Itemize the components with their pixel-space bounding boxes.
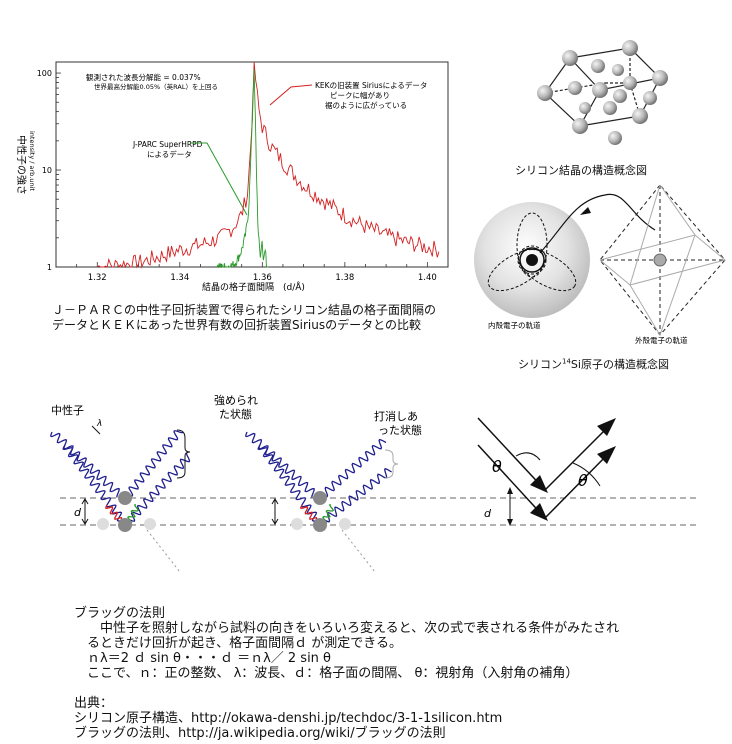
data-series bbox=[97, 61, 440, 269]
wave-path bbox=[245, 431, 315, 498]
crystal-structure bbox=[537, 40, 668, 145]
silicon-atoms bbox=[537, 40, 668, 145]
y-tick-label: 10 bbox=[42, 166, 52, 175]
bragg-geometry bbox=[477, 417, 613, 523]
kek-pointer bbox=[269, 84, 313, 106]
x-tick-label: 1.34 bbox=[170, 273, 189, 283]
wave-path bbox=[50, 431, 120, 498]
wave-path bbox=[127, 430, 183, 497]
resolution-text-1: 観測された波長分解能 = 0.037% bbox=[86, 72, 201, 82]
y-tick-label: 1 bbox=[47, 263, 52, 272]
axis-ticks bbox=[55, 72, 449, 268]
wave-path bbox=[105, 504, 123, 525]
bragg-definitions: ここで、ｎ：正の整数、 λ：波長、ｄ：格子面の間隔、 θ：視射角（入射角の補角） bbox=[74, 666, 579, 681]
y-tick-labels: 100 10 1 bbox=[37, 69, 52, 272]
y-axis-sublabel: intensity / arb.unit bbox=[28, 131, 36, 191]
chart-caption-1: Ｊ－ＰＡＲＣの中性子回折装置で得られたシリコン結晶の格子面間隔の bbox=[52, 303, 437, 317]
atom-structure: 内殻電子の軌道 外殻電子の軌道 bbox=[474, 185, 727, 345]
crystal-label: シリコン結晶の構造概念図 bbox=[515, 164, 647, 177]
lattice-atoms bbox=[97, 491, 351, 532]
y-tick-label: 100 bbox=[37, 69, 52, 78]
bragg-text-2: るときだけ回折が起き、格子面間隔ｄ が測定できる。 bbox=[74, 636, 402, 651]
atomic-number: 14 bbox=[562, 357, 571, 366]
series-line-2 bbox=[216, 68, 269, 269]
chart-caption-2: データとＫＥＫにあった世界有数の回折装置Siriusのデータとの比較 bbox=[52, 318, 421, 332]
x-tick-label: 1.32 bbox=[88, 273, 107, 283]
x-tick-label: 1.36 bbox=[253, 273, 272, 283]
resolution-text-2: 世界最高分解能0.05%（英RAL）を上回る bbox=[94, 82, 218, 91]
spacing-symbol-1: d bbox=[74, 506, 82, 519]
bragg-text-1: 中性子を照射しながら試料の向きをいろいろ変えると、次の式で表される条件がみたされ bbox=[74, 621, 620, 636]
x-axis-label: 結晶の格子面間隔 (d/Å) bbox=[202, 281, 305, 293]
outer-orbits bbox=[599, 185, 727, 337]
jparc-annotation-2: によるデータ bbox=[147, 149, 192, 159]
spacing-symbol-2: d bbox=[484, 507, 492, 520]
theta-symbol-1: θ bbox=[492, 457, 502, 476]
plot-frame bbox=[55, 61, 449, 268]
bragg-title: ブラッグの法則 bbox=[74, 606, 166, 621]
y-axis-label: 中性子の強さ bbox=[15, 135, 28, 195]
diffraction-chart: 観測された波長分解能 = 0.037% 世界最高分解能0.05%（英RAL）を上… bbox=[15, 61, 449, 293]
kek-annotation-2: ピークに幅があり bbox=[330, 90, 390, 100]
atom-label: シリコン14Si原子の構造概念図 bbox=[518, 357, 669, 371]
bragg-diagrams: 中性子 λ d 強められ た状態 打消しあ った状態 θ θ d bbox=[50, 394, 700, 573]
source-title: 出典： bbox=[74, 696, 114, 711]
bragg-formula: ｎλ＝2 ｄ sin θ・・・ｄ ＝ｎλ／ 2 sin θ bbox=[74, 651, 332, 666]
wave-path bbox=[129, 452, 191, 522]
series-line-1 bbox=[97, 61, 440, 269]
cancelled-label-2: った状態 bbox=[378, 423, 422, 437]
x-tick-labels: 1.32 1.34 1.36 1.38 1.40 bbox=[88, 273, 437, 283]
kek-annotation-3: 裾のように広がっている bbox=[325, 100, 407, 110]
nucleus bbox=[526, 254, 538, 266]
x-tick-label: 1.40 bbox=[418, 273, 437, 283]
neutron-label: 中性子 bbox=[51, 403, 84, 417]
wave-path bbox=[300, 504, 318, 525]
source-link-1: シリコン原子構造、http://okawa-denshi.jp/techdoc/… bbox=[74, 711, 503, 726]
wave-path bbox=[257, 444, 318, 522]
wavelength-symbol: λ bbox=[96, 419, 102, 429]
jparc-pointer bbox=[190, 142, 248, 216]
reinforced-label-2: た状態 bbox=[219, 407, 252, 421]
source-link-2: ブラッグの法則、http://ja.wikipedia.org/wiki/ブラッ… bbox=[74, 726, 446, 741]
reinforced-label-1: 強められ bbox=[214, 394, 258, 407]
jparc-annotation-1: J-PARC SuperHRPD bbox=[132, 140, 203, 149]
inner-orbit-label: 内殻電子の軌道 bbox=[488, 320, 541, 330]
wave-path bbox=[322, 438, 387, 498]
neutron-waves bbox=[50, 430, 392, 525]
x-tick-label: 1.38 bbox=[335, 273, 354, 283]
wave-path bbox=[324, 467, 392, 523]
cancelled-label-1: 打消しあ bbox=[374, 409, 418, 423]
outer-orbit-label: 外殻電子の軌道 bbox=[635, 335, 688, 345]
wave-path bbox=[62, 444, 123, 522]
kek-annotation-1: KEKの旧装置 Siriusによるデータ bbox=[315, 80, 427, 90]
theta-symbol-2: θ bbox=[578, 471, 588, 490]
